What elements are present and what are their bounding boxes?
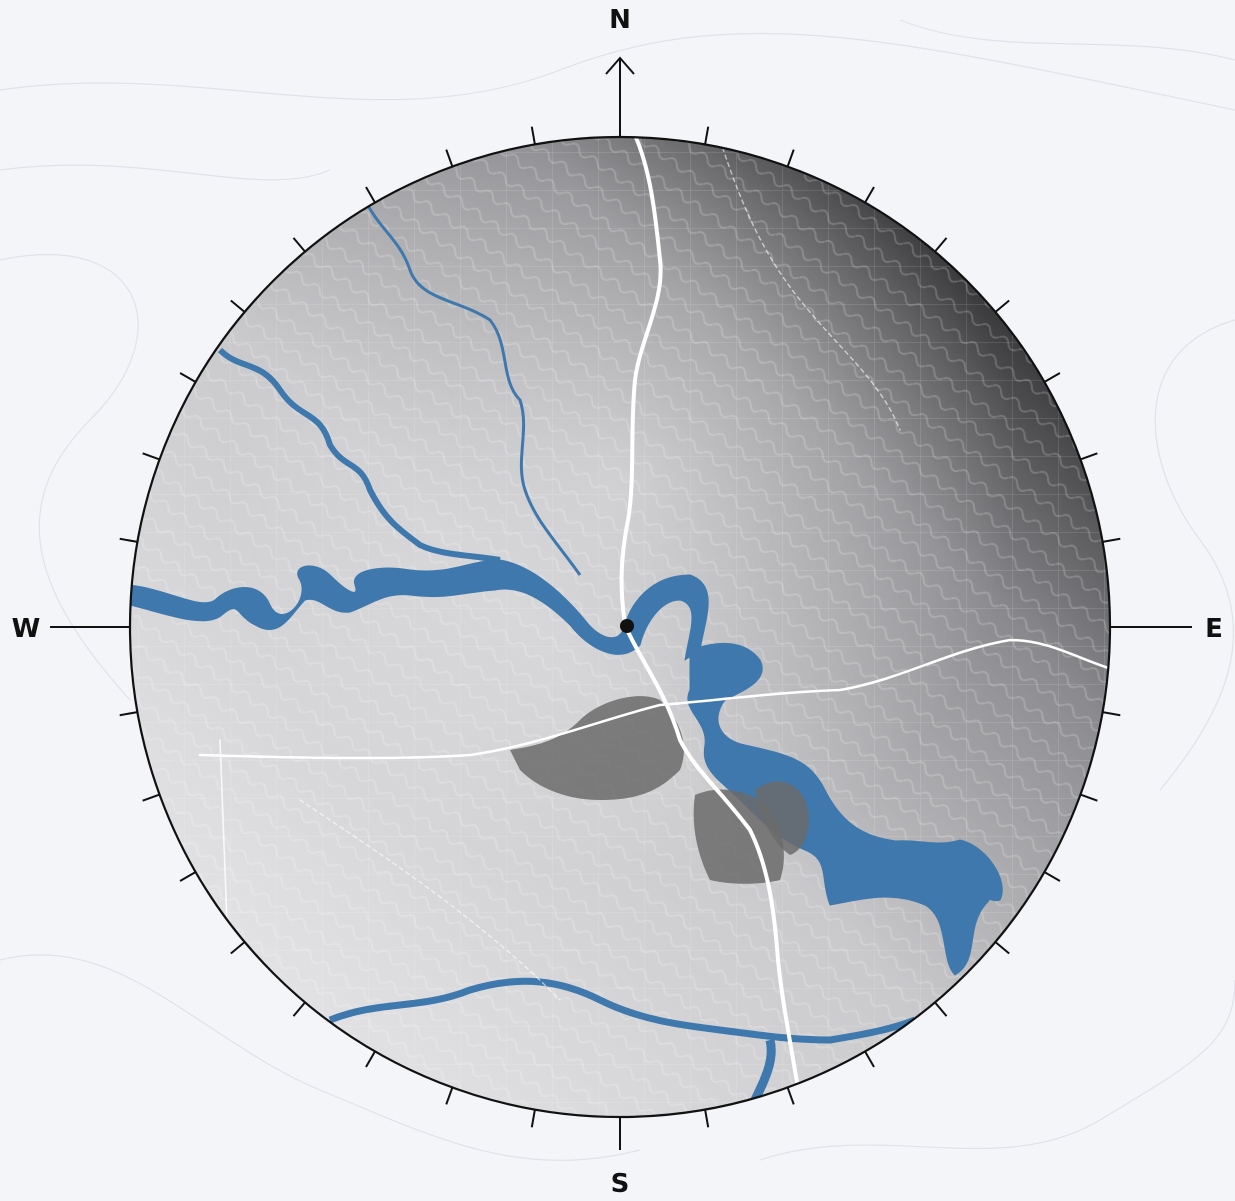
label-north: N [609, 5, 631, 35]
compass-tick [365, 186, 376, 204]
town-east [755, 781, 810, 855]
compass-tick [864, 1050, 875, 1068]
compass-tick [365, 1050, 376, 1068]
water-bodies [130, 199, 1003, 1113]
compass-tick [179, 372, 197, 383]
compass-tick [142, 452, 160, 461]
compass-tick [142, 793, 160, 802]
road-east-west [198, 638, 1110, 760]
compass-tick [934, 1001, 948, 1017]
compass-tick [292, 1001, 306, 1017]
location-marker[interactable] [620, 619, 634, 633]
compass-tick [292, 237, 306, 253]
label-south: S [611, 1169, 630, 1199]
compass-tick [1043, 871, 1061, 882]
compass-tick [704, 1109, 710, 1128]
compass-tick [934, 237, 948, 253]
compass-tick [994, 299, 1010, 313]
compass-tick [1102, 537, 1121, 543]
river-northwest [217, 347, 501, 563]
river-west-arm [130, 559, 709, 661]
compass-tick [786, 1087, 795, 1105]
compass-ticks [119, 126, 1121, 1128]
compass-tick [1080, 793, 1098, 802]
compass-tick [1080, 452, 1098, 461]
compass-tick [530, 126, 536, 145]
road-local-2 [299, 799, 561, 1001]
compass-tick [445, 149, 454, 167]
compass-tick [230, 941, 246, 955]
background-contours [0, 19, 1235, 1161]
compass-tick [994, 941, 1010, 955]
compass-tick [786, 149, 795, 167]
river-north-tributary [363, 199, 582, 576]
road-local-3 [719, 139, 901, 431]
river-south [328, 977, 917, 1044]
bay-east [869, 839, 1003, 902]
map-disc [130, 137, 1110, 1117]
compass-tick [704, 126, 710, 145]
compass-tick [445, 1087, 454, 1105]
compass-rose [50, 56, 1192, 1150]
compass-tick [530, 1109, 536, 1128]
compass-tick [119, 711, 138, 717]
town-west [510, 696, 684, 800]
label-east: E [1205, 614, 1223, 644]
compass-tick [1102, 711, 1121, 717]
compass-tick [1043, 372, 1061, 383]
compass-tick [864, 186, 875, 204]
compass-tick [230, 299, 246, 313]
compass-tick [119, 537, 138, 543]
north-arrow-icon [605, 56, 635, 75]
compass-tick [179, 871, 197, 882]
label-west: W [12, 614, 41, 644]
